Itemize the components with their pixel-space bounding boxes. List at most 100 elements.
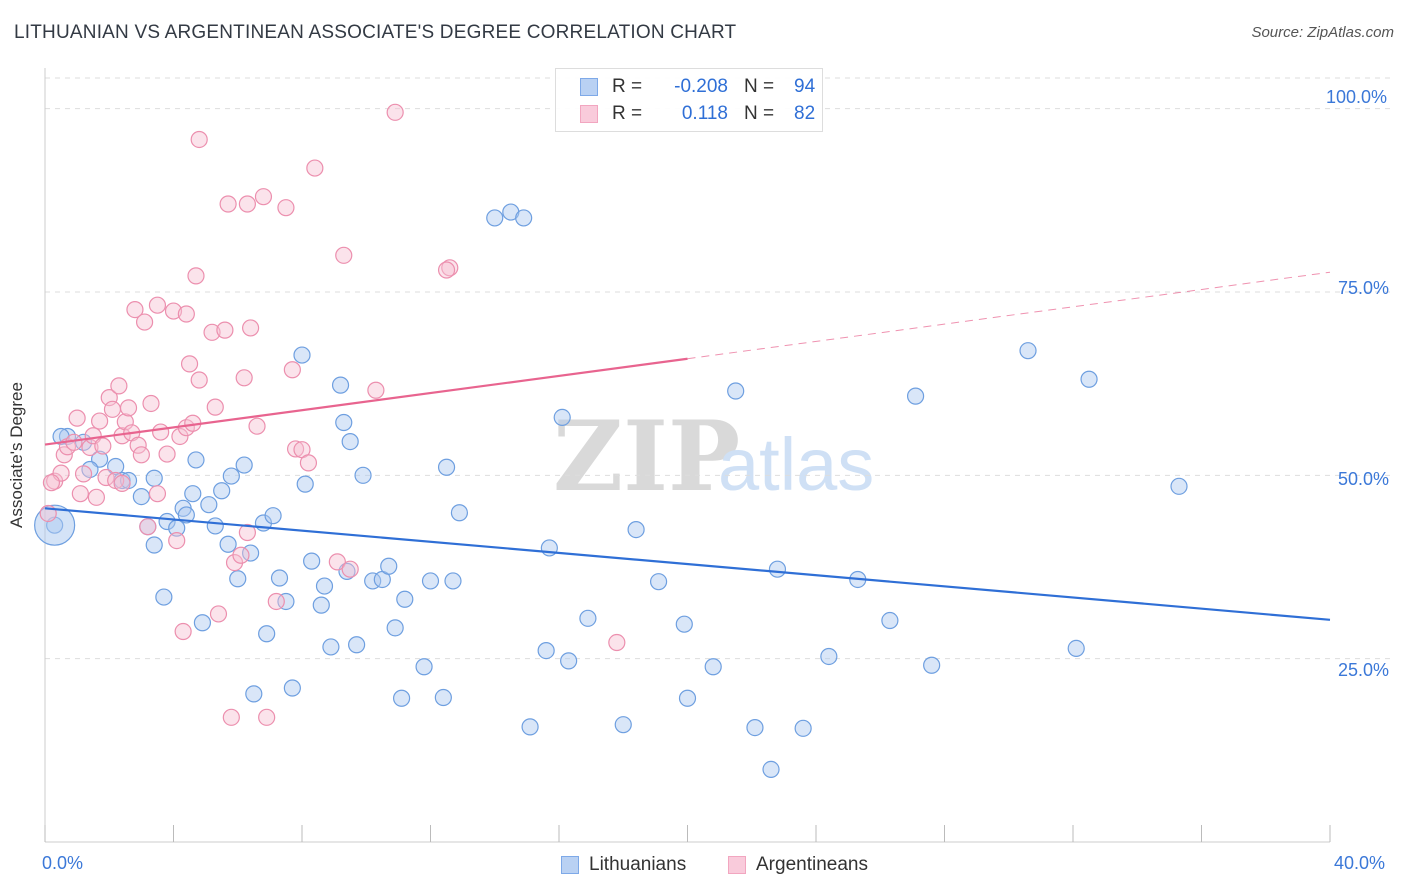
point-argentineans xyxy=(187,267,205,285)
point-argentineans xyxy=(68,409,86,427)
point-lithuanians xyxy=(155,588,173,606)
point-lithuanians xyxy=(219,535,237,553)
point-lithuanians xyxy=(392,689,411,707)
point-lithuanians xyxy=(184,485,202,503)
correlation-legend: R = -0.208 N = 94 R = 0.118 N = 82 xyxy=(555,68,823,132)
legend-item-argentineans: Argentineans xyxy=(728,852,868,878)
point-argentineans xyxy=(177,305,195,323)
point-lithuanians xyxy=(193,614,212,632)
point-lithuanians xyxy=(678,689,697,707)
point-argentineans xyxy=(171,427,189,446)
legend-row-lithuanians: R = -0.208 N = 94 xyxy=(580,75,815,99)
point-argentineans xyxy=(97,468,115,487)
point-argentineans xyxy=(87,488,106,506)
point-lithuanians xyxy=(187,451,205,469)
point-lithuanians xyxy=(768,560,787,578)
point-lithuanians xyxy=(649,573,668,591)
point-argentineans xyxy=(148,296,167,314)
point-lithuanians xyxy=(213,482,231,500)
point-argentineans xyxy=(135,313,154,331)
point-lithuanians xyxy=(923,656,941,674)
point-lithuanians xyxy=(434,688,452,707)
point-argentineans xyxy=(437,261,456,279)
point-argentineans xyxy=(203,323,221,341)
point-lithuanians xyxy=(177,506,195,524)
legend-label-argentineans: Argentineans xyxy=(756,854,868,875)
legend-swatch-pink xyxy=(728,856,746,874)
point-argentineans xyxy=(71,485,89,503)
point-lithuanians xyxy=(296,475,314,493)
point-lithuanians xyxy=(270,569,289,587)
x-tick-label-min: 0.0% xyxy=(42,853,84,873)
point-argentineans xyxy=(238,523,256,542)
point-lithuanians xyxy=(906,387,925,405)
x-tick-label-max: 40.0% xyxy=(1334,853,1386,873)
point-argentineans xyxy=(238,195,256,213)
point-argentineans xyxy=(328,553,346,571)
point-lithuanians xyxy=(762,760,780,779)
legend-swatch-pink xyxy=(580,105,598,123)
point-argentineans xyxy=(103,400,122,418)
point-argentineans xyxy=(335,246,353,264)
point-lithuanians xyxy=(315,577,334,595)
point-argentineans xyxy=(277,199,295,217)
y-tick-label-100: 100.0% xyxy=(1326,87,1388,107)
point-lithuanians xyxy=(145,536,163,554)
legend-swatch-blue xyxy=(561,856,579,874)
y-tick-label-50: 50.0% xyxy=(1338,469,1390,489)
point-argentineans xyxy=(42,474,61,492)
point-argentineans xyxy=(216,321,234,339)
point-lithuanians xyxy=(820,647,838,666)
trend-line-lithuanians xyxy=(44,507,1331,621)
point-lithuanians xyxy=(614,716,632,734)
point-lithuanians xyxy=(1067,639,1085,658)
point-lithuanians xyxy=(421,572,440,590)
r-value: 0.118 xyxy=(681,103,728,124)
point-lithuanians xyxy=(293,346,311,364)
r-label: R = xyxy=(612,103,643,124)
trend-line-argentineans-extended xyxy=(687,271,1331,360)
point-lithuanians xyxy=(264,507,282,525)
point-lithuanians xyxy=(107,457,125,476)
point-argentineans xyxy=(152,423,170,441)
y-axis-title: Associate's Degree xyxy=(7,382,26,528)
point-argentineans xyxy=(110,377,128,395)
n-value: 82 xyxy=(794,103,816,124)
point-lithuanians xyxy=(579,609,597,627)
y-tick-label-75: 75.0% xyxy=(1338,278,1390,298)
point-lithuanians xyxy=(881,611,899,630)
point-lithuanians xyxy=(386,619,404,637)
point-lithuanians xyxy=(132,488,150,506)
point-lithuanians xyxy=(627,520,645,539)
point-lithuanians xyxy=(675,615,693,633)
point-lithuanians xyxy=(354,466,372,484)
point-lithuanians xyxy=(746,718,764,737)
r-label: R = xyxy=(612,76,643,97)
legend-swatch-blue xyxy=(580,78,598,96)
point-argentineans xyxy=(158,445,176,463)
point-lithuanians xyxy=(258,625,276,643)
point-large-lithuanians xyxy=(34,504,76,546)
point-argentineans xyxy=(113,474,131,492)
point-argentineans xyxy=(139,518,157,536)
point-argentineans xyxy=(283,361,301,379)
point-argentineans xyxy=(126,301,144,319)
point-lithuanians xyxy=(444,572,462,590)
trend-line-argentineans xyxy=(44,357,688,446)
point-argentineans xyxy=(242,319,260,337)
point-argentineans xyxy=(74,465,93,483)
point-argentineans xyxy=(94,437,112,455)
point-lithuanians xyxy=(450,504,469,522)
point-lithuanians xyxy=(235,456,253,474)
point-argentineans xyxy=(164,302,183,320)
legend-row-argentineans: R = 0.118 N = 82 xyxy=(580,102,815,126)
point-lithuanians xyxy=(145,469,163,487)
point-lithuanians xyxy=(727,382,745,400)
point-argentineans xyxy=(116,413,134,431)
point-lithuanians xyxy=(704,658,722,676)
point-lithuanians xyxy=(521,718,539,736)
point-argentineans xyxy=(267,592,285,611)
point-argentineans xyxy=(91,412,109,430)
point-argentineans xyxy=(367,381,385,399)
point-lithuanians xyxy=(537,641,555,660)
